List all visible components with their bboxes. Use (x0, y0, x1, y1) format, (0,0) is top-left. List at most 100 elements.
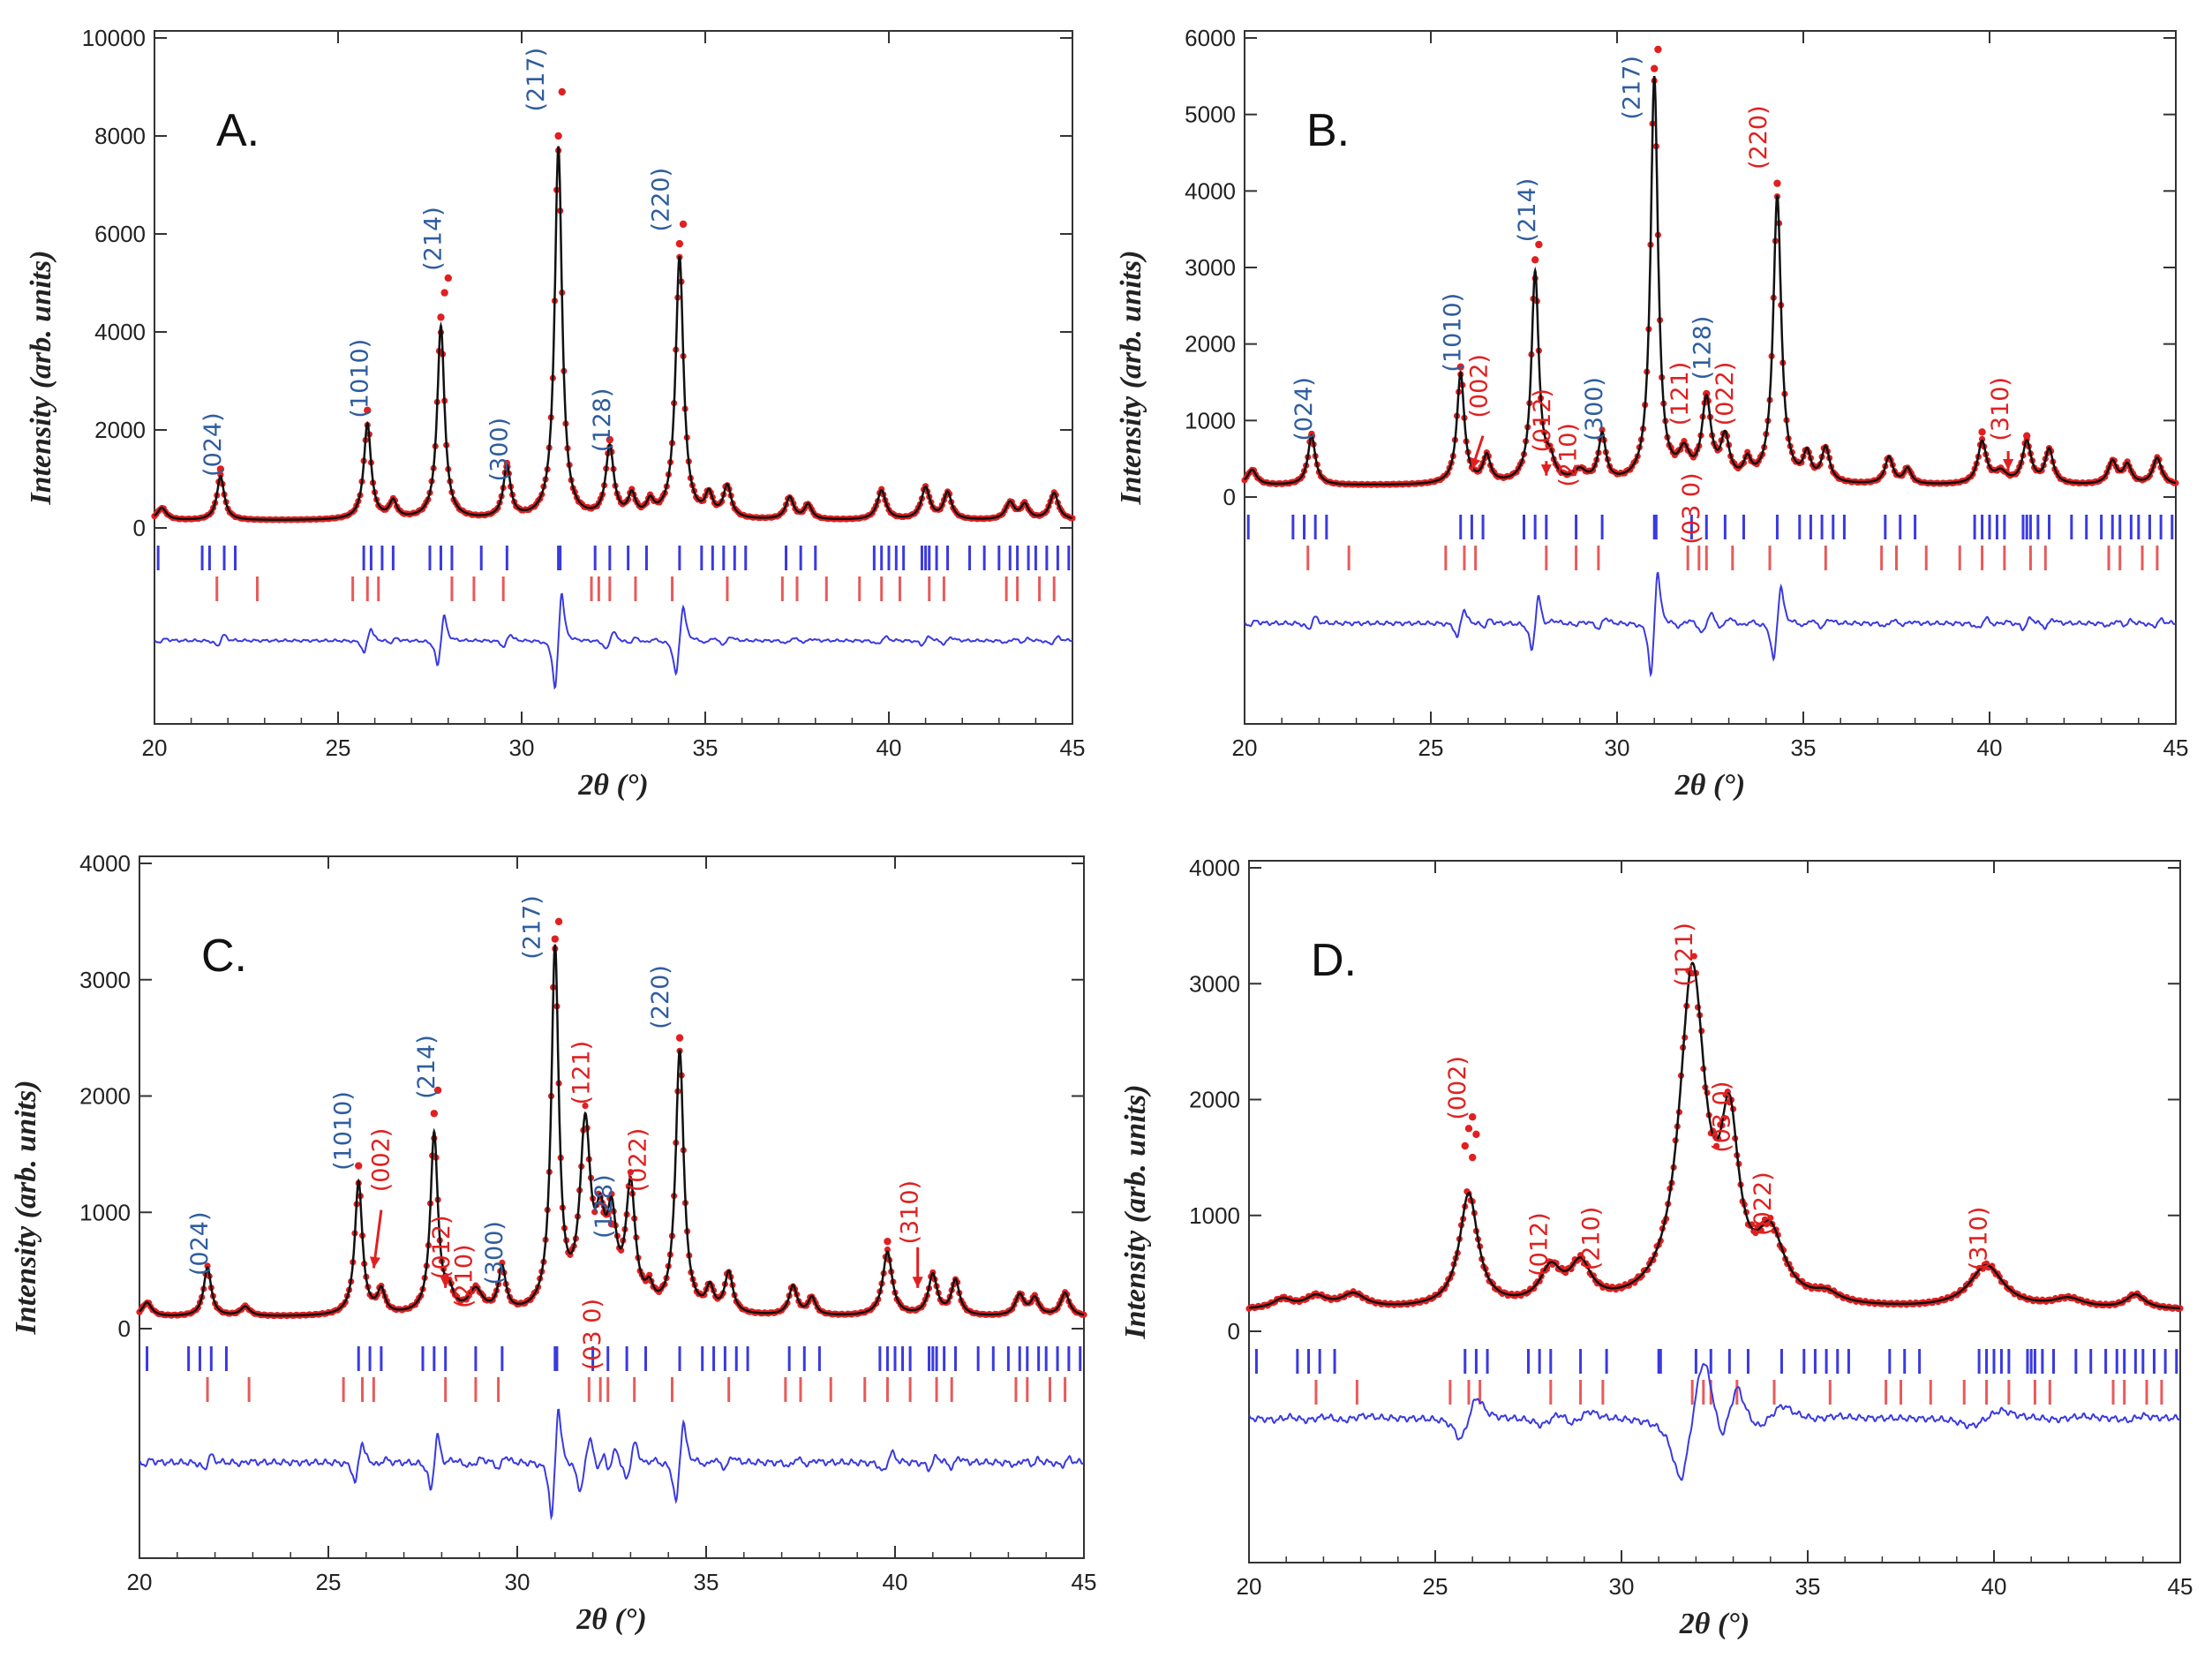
observed-point (1472, 1130, 1480, 1139)
arrow-head (1540, 464, 1552, 476)
bragg-ticks-phase2 (206, 1377, 1067, 1402)
y-tick-label: 10000 (82, 25, 146, 51)
y-tick-label: 3000 (1189, 970, 1240, 997)
observed-point (627, 1169, 635, 1176)
observed-point (204, 1262, 211, 1269)
peak-label: (022) (1749, 1172, 1777, 1236)
peak-label: (024) (186, 1212, 214, 1277)
x-axis-label: 2θ (°) (1674, 769, 1745, 802)
peak-label: (217) (1618, 56, 1645, 120)
plot-frame (1248, 860, 2181, 1563)
observed-series (151, 87, 1076, 524)
bragg-ticks-phase1 (156, 546, 1071, 570)
panel-d: 20 25 30 35 40 45 0 1000 2000 3000 4000 2θ (°) Inten… (1119, 855, 2193, 1640)
y-tick-label: 2000 (79, 1083, 131, 1110)
peak-label: (002) (1444, 1056, 1471, 1120)
observed-point (1469, 1153, 1477, 1162)
y-tick-label: 2000 (94, 417, 146, 443)
observed-point (608, 1190, 615, 1198)
peak-label: (214) (413, 1035, 440, 1099)
peak-label: (128) (589, 388, 616, 453)
observed-point (551, 935, 559, 943)
peak-label: (210) (1578, 1207, 1606, 1271)
peak-label: (300) (1581, 377, 1608, 441)
x-tick-label: 20 (142, 735, 168, 761)
peak-label: (022) (625, 1128, 652, 1193)
y-axis-label: Intensity (arb. units) (10, 1080, 42, 1335)
observed-point (554, 132, 562, 140)
difference-curve (154, 592, 1073, 690)
observed-point (433, 1086, 442, 1095)
panel-label: C. (201, 930, 247, 982)
observed-point (1069, 515, 1076, 522)
peak-label: (024) (1290, 377, 1318, 441)
y-tick-label: 3000 (79, 967, 131, 993)
difference-curve (1248, 1362, 2181, 1481)
panel-label: B. (1306, 105, 1350, 156)
difference-curve (1244, 571, 2177, 678)
observed-series (136, 917, 1087, 1320)
x-tick-label: 45 (1072, 1569, 1097, 1595)
peak-label: (1010) (330, 1091, 357, 1171)
observed-point (1690, 953, 1697, 960)
plot-frame (139, 855, 1085, 1559)
bragg-ticks-phase2 (1306, 546, 2159, 570)
peak-label: (03 0) (579, 1299, 606, 1370)
panel-b: 20 25 30 35 40 45 0 1000 2000 3000 4000 5000 6000 2θ … (1115, 25, 2188, 802)
peak-label: (128) (1689, 316, 1717, 380)
y-tick-label: 3000 (1185, 254, 1236, 281)
peak-label: (1010) (346, 339, 373, 418)
bragg-ticks-phase1 (146, 1346, 1082, 1371)
peak-label: (214) (1514, 178, 1541, 243)
observed-point (437, 313, 445, 321)
peak-label: (03 0) (1678, 472, 1705, 544)
y-tick-label: 4000 (1185, 177, 1236, 204)
x-tick-label: 30 (1609, 1573, 1635, 1600)
y-tick-label: 5000 (1185, 102, 1236, 128)
peak-label: (022) (1712, 362, 1739, 426)
observed-point (1978, 428, 1986, 436)
y-tick-label: 1000 (1185, 407, 1236, 433)
x-tick-label: 20 (1237, 1573, 1262, 1600)
y-tick-label: 0 (133, 515, 146, 541)
arrow-head (1470, 456, 1481, 470)
x-tick-label: 45 (2168, 1573, 2193, 1600)
observed-point (216, 465, 225, 473)
x-tick-label: 45 (2163, 735, 2189, 761)
observed-point (1464, 1125, 1473, 1133)
calculated-line (1244, 76, 2177, 486)
peak-label: (012) (1526, 1212, 1554, 1277)
observed-point (1535, 240, 1543, 249)
y-axis-label: Intensity (arb. units) (1119, 1084, 1152, 1339)
x-tick-label: 30 (505, 1569, 530, 1595)
peak-label: (121) (1671, 923, 1698, 987)
x-tick-label: 25 (326, 735, 351, 761)
peak-label: (310) (1987, 377, 2014, 441)
peak-label: (024) (199, 412, 227, 477)
observed-point (499, 1259, 506, 1266)
peak-label: (1010) (1440, 293, 1467, 373)
peak-label: (012) (1529, 388, 1556, 453)
peak-label: (012) (428, 1215, 455, 1279)
y-tick-label: 6000 (94, 221, 146, 247)
x-axis-label: 2θ (°) (1679, 1608, 1749, 1640)
y-tick-label: 4000 (94, 319, 146, 345)
y-tick-label: 2000 (1185, 331, 1236, 358)
peak-label: (220) (1745, 105, 1772, 170)
peak-label: (121) (1667, 362, 1694, 426)
panel-label: D. (1311, 935, 1357, 986)
observed-point (582, 1102, 589, 1110)
x-tick-label: 40 (1982, 1573, 2007, 1600)
observed-point (554, 917, 563, 926)
observed-point (355, 1162, 363, 1170)
peak-label: (220) (647, 168, 674, 232)
observed-point (1456, 363, 1464, 371)
difference-curve (139, 1408, 1085, 1521)
y-tick-label: 0 (1223, 484, 1236, 510)
observed-point (675, 1034, 684, 1042)
y-tick-label: 0 (1228, 1318, 1240, 1345)
x-tick-label: 40 (883, 1569, 908, 1595)
observed-point (364, 406, 372, 414)
observed-point (606, 435, 614, 444)
